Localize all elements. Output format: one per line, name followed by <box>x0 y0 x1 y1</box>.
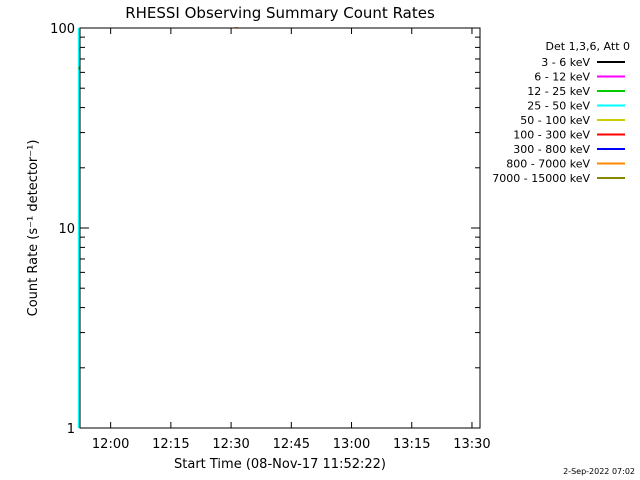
y-axis-label: Count Rate (s⁻¹ detector⁻¹) <box>26 140 41 317</box>
legend-label: 25 - 50 keV <box>527 100 590 113</box>
chart-title: RHESSI Observing Summary Count Rates <box>125 4 435 22</box>
y-tick-label: 10 <box>58 222 75 237</box>
footer-timestamp: 2-Sep-2022 07:02 <box>563 467 635 476</box>
x-axis-label: Start Time (08-Nov-17 11:52:22) <box>174 457 386 472</box>
x-tick-label: 13:15 <box>393 437 430 452</box>
x-tick-label: 13:30 <box>453 437 490 452</box>
legend-label: 7000 - 15000 keV <box>492 172 590 185</box>
legend-label: 12 - 25 keV <box>527 85 590 98</box>
y-tick-label: 1 <box>67 422 75 437</box>
legend-label: 3 - 6 keV <box>541 56 590 69</box>
x-tick-label: 12:15 <box>152 437 189 452</box>
x-tick-label: 13:00 <box>333 437 370 452</box>
legend-label: 100 - 300 keV <box>513 129 590 142</box>
x-tick-label: 12:45 <box>273 437 310 452</box>
x-tick-label: 12:00 <box>92 437 129 452</box>
x-tick-label: 12:30 <box>212 437 249 452</box>
legend-label: 6 - 12 keV <box>534 71 590 84</box>
legend-label: 50 - 100 keV <box>520 114 590 127</box>
plot-frame <box>79 27 481 429</box>
legend-label: 800 - 7000 keV <box>506 158 590 171</box>
legend-header: Det 1,3,6, Att 0 <box>546 40 630 53</box>
legend-label: 300 - 800 keV <box>513 143 590 156</box>
y-tick-label: 100 <box>50 22 75 37</box>
axes-layer: 12:00 12:15 12:30 12:45 13:00 13:15 13:30 1 10 10… <box>50 22 491 452</box>
